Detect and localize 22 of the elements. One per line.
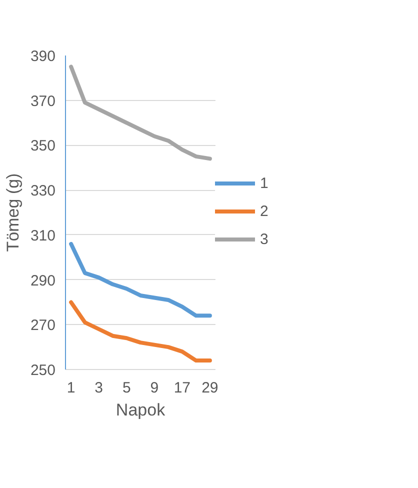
y-axis-title: Tömeg (g) [3, 173, 22, 252]
x-tick-label: 17 [174, 380, 191, 396]
y-tick-label: 310 [30, 227, 56, 244]
y-tick-label: 370 [30, 92, 56, 110]
legend-label: 2 [260, 202, 270, 220]
legend-label: 1 [260, 174, 270, 192]
y-tick-label: 350 [30, 138, 56, 155]
line-series [69, 64, 212, 161]
x-tick-label: 29 [202, 380, 218, 396]
x-tick-label: 3 [94, 380, 104, 396]
y-tick-label: 290 [30, 272, 56, 290]
y-tick-label: 390 [30, 48, 56, 65]
x-axis-title: Napok [116, 400, 166, 420]
x-tick-label: 1 [66, 380, 76, 396]
x-tick-label: 5 [122, 380, 131, 396]
y-tick-label: 330 [30, 182, 56, 200]
y-tick-label: 250 [30, 362, 56, 379]
line-series [69, 242, 212, 318]
line-series [69, 300, 212, 363]
x-tick-label: 9 [150, 380, 159, 396]
legend-label: 3 [260, 230, 270, 248]
y-tick-label: 270 [30, 317, 56, 334]
